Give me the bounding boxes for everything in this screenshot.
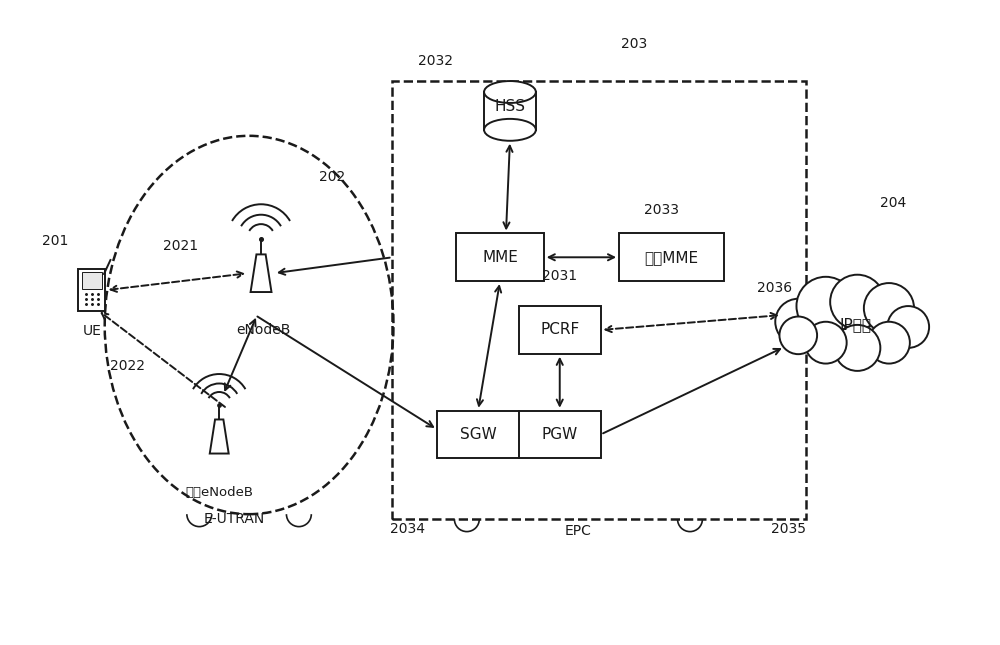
- Bar: [392, 81, 806, 519]
- Text: 2034: 2034: [390, 522, 425, 536]
- Circle shape: [796, 277, 855, 335]
- Text: 203: 203: [621, 37, 648, 51]
- Bar: [484, 92, 536, 130]
- Bar: [519, 306, 601, 354]
- Text: 2031: 2031: [542, 269, 577, 283]
- Text: PCRF: PCRF: [540, 322, 579, 337]
- Polygon shape: [210, 419, 229, 453]
- Text: HSS: HSS: [494, 99, 525, 114]
- Bar: [437, 411, 601, 459]
- Text: 2035: 2035: [771, 522, 806, 536]
- Text: MME: MME: [482, 250, 518, 265]
- Circle shape: [805, 322, 847, 364]
- Circle shape: [830, 275, 885, 329]
- Text: 其它eNodeB: 其它eNodeB: [185, 486, 253, 499]
- Bar: [82, 272, 102, 290]
- Circle shape: [887, 306, 929, 348]
- Text: 201: 201: [42, 234, 68, 248]
- Bar: [619, 233, 724, 281]
- Text: PGW: PGW: [542, 427, 578, 442]
- Ellipse shape: [484, 119, 536, 141]
- Text: IP业务: IP业务: [839, 317, 871, 332]
- Text: UE: UE: [82, 324, 101, 338]
- Text: eNodeB: eNodeB: [236, 323, 290, 337]
- Circle shape: [868, 322, 910, 364]
- Bar: [78, 269, 105, 312]
- Text: 2021: 2021: [163, 239, 199, 253]
- Text: EPC: EPC: [565, 524, 592, 538]
- Circle shape: [864, 283, 914, 333]
- Text: SGW: SGW: [460, 427, 496, 442]
- Text: E-UTRAN: E-UTRAN: [204, 512, 265, 526]
- Circle shape: [779, 317, 817, 354]
- Text: 2022: 2022: [110, 359, 145, 373]
- Circle shape: [834, 325, 880, 371]
- Ellipse shape: [484, 81, 536, 103]
- Text: 2032: 2032: [418, 54, 453, 68]
- Text: 2036: 2036: [757, 281, 792, 295]
- Polygon shape: [251, 254, 271, 292]
- Text: 204: 204: [880, 197, 907, 210]
- Text: 其它MME: 其它MME: [644, 250, 698, 265]
- Bar: [456, 233, 544, 281]
- Text: 202: 202: [319, 170, 345, 184]
- Circle shape: [775, 299, 821, 345]
- Text: 2033: 2033: [644, 203, 679, 217]
